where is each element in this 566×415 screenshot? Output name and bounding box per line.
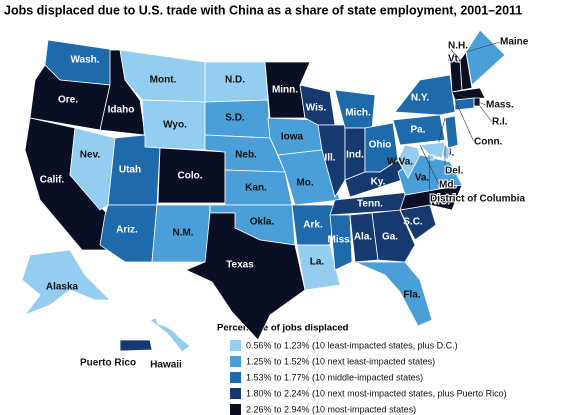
- state-label: Mass.: [486, 100, 514, 111]
- legend-title: Percentage of jobs displaced: [217, 323, 349, 334]
- state-label: W.Va.: [387, 157, 413, 168]
- state: [392, 114, 446, 146]
- map-title: Jobs displaced due to U.S. trade with Ch…: [4, 3, 522, 17]
- legend-swatch: [230, 340, 241, 351]
- state-label: Va.: [415, 173, 430, 184]
- state-label: Iowa: [281, 132, 304, 143]
- state-label: Idaho: [108, 105, 135, 116]
- state-label: Fla.: [403, 290, 420, 301]
- state-label: Mich.: [345, 108, 371, 119]
- legend-label: 2.26% to 2.94% (10 most-impacted states): [246, 404, 416, 414]
- state: [317, 124, 346, 199]
- state-label: S.C.: [403, 217, 423, 228]
- legend-label: 1.25% to 1.52% (10 next least-impacted s…: [246, 356, 435, 366]
- leader-line: [447, 58, 451, 63]
- leader-line: [428, 154, 431, 200]
- state-label: Wash.: [70, 55, 99, 66]
- state-label: Neb.: [235, 150, 257, 161]
- state: [329, 214, 353, 271]
- state-label: Ill.: [324, 153, 335, 164]
- state: [296, 244, 341, 291]
- state-label: Ky.: [371, 177, 386, 188]
- state-label: Nev.: [80, 150, 101, 161]
- state-label: Tenn.: [357, 199, 383, 210]
- legend-swatch: [230, 388, 241, 399]
- state-label: Pa.: [410, 125, 425, 136]
- state-label: Colo.: [178, 171, 203, 182]
- state: [119, 339, 153, 352]
- state: [419, 141, 446, 159]
- legend-swatch: [230, 356, 241, 367]
- state: [149, 317, 191, 353]
- state-label: Okla.: [250, 217, 275, 228]
- state-label: N.M.: [172, 228, 193, 239]
- leader-line: [454, 99, 475, 143]
- state: [371, 209, 416, 263]
- legend-label: 1.80% to 2.24% (10 next most-impacted st…: [246, 388, 507, 398]
- state: [451, 87, 486, 101]
- legend-label: 0.56% to 1.23% (10 least-impacted states…: [246, 340, 458, 350]
- state-label: N.C.: [430, 197, 450, 208]
- state-label: Kan.: [245, 183, 267, 194]
- state-label: Del.: [445, 166, 464, 177]
- state-label: Ga.: [382, 232, 398, 243]
- leader-line: [465, 41, 501, 53]
- state: [185, 212, 306, 341]
- state-label: Ariz.: [116, 225, 138, 236]
- legend-label: 1.53% to 1.77% (10 middle-impacted state…: [246, 372, 423, 382]
- state-label: Mo.: [296, 178, 313, 189]
- leader-line: [473, 97, 493, 123]
- state-label: Miss.: [327, 235, 352, 246]
- state-label: Wyo.: [163, 120, 187, 131]
- state-label: Maine: [500, 37, 529, 48]
- state-label: N.H.: [448, 41, 468, 52]
- state-label: Vt.: [448, 54, 461, 65]
- state-label: Ala.: [354, 232, 373, 243]
- state-label: Hawaii: [150, 360, 182, 371]
- state-label: S.D.: [225, 113, 245, 124]
- state-label: Wis.: [306, 103, 327, 114]
- state-label: Alaska: [46, 282, 79, 293]
- state: [465, 29, 506, 86]
- state: [428, 154, 435, 161]
- state-label: Conn.: [474, 137, 503, 148]
- state-label: La.: [310, 257, 325, 268]
- state-label: Calif.: [40, 175, 65, 186]
- state-label: Md.: [439, 180, 456, 191]
- state-label: Minn.: [272, 85, 298, 96]
- legend-swatch: [230, 404, 241, 415]
- state-label: District of Columbia: [430, 194, 525, 205]
- state-label: N.Y.: [411, 93, 430, 104]
- state-label: Mont.: [150, 75, 177, 86]
- state-label: Puerto Rico: [80, 358, 136, 369]
- state-label: R.I.: [492, 117, 508, 128]
- state-label: Ohio: [369, 140, 392, 151]
- state-label: N.D.: [225, 75, 245, 86]
- state-label: Ark.: [303, 220, 323, 231]
- state: [354, 261, 433, 327]
- legend-swatch: [230, 372, 241, 383]
- state: [454, 97, 475, 111]
- state: [397, 144, 421, 179]
- state: [444, 115, 459, 149]
- state-label: Ind.: [346, 150, 364, 161]
- state: [459, 51, 473, 91]
- leader-line: [447, 45, 461, 61]
- state: [69, 127, 116, 211]
- state-label: Texas: [226, 260, 254, 271]
- state: [21, 249, 111, 316]
- state-label: Ore.: [58, 95, 78, 106]
- state-label: Utah: [119, 165, 141, 176]
- state: [277, 149, 341, 206]
